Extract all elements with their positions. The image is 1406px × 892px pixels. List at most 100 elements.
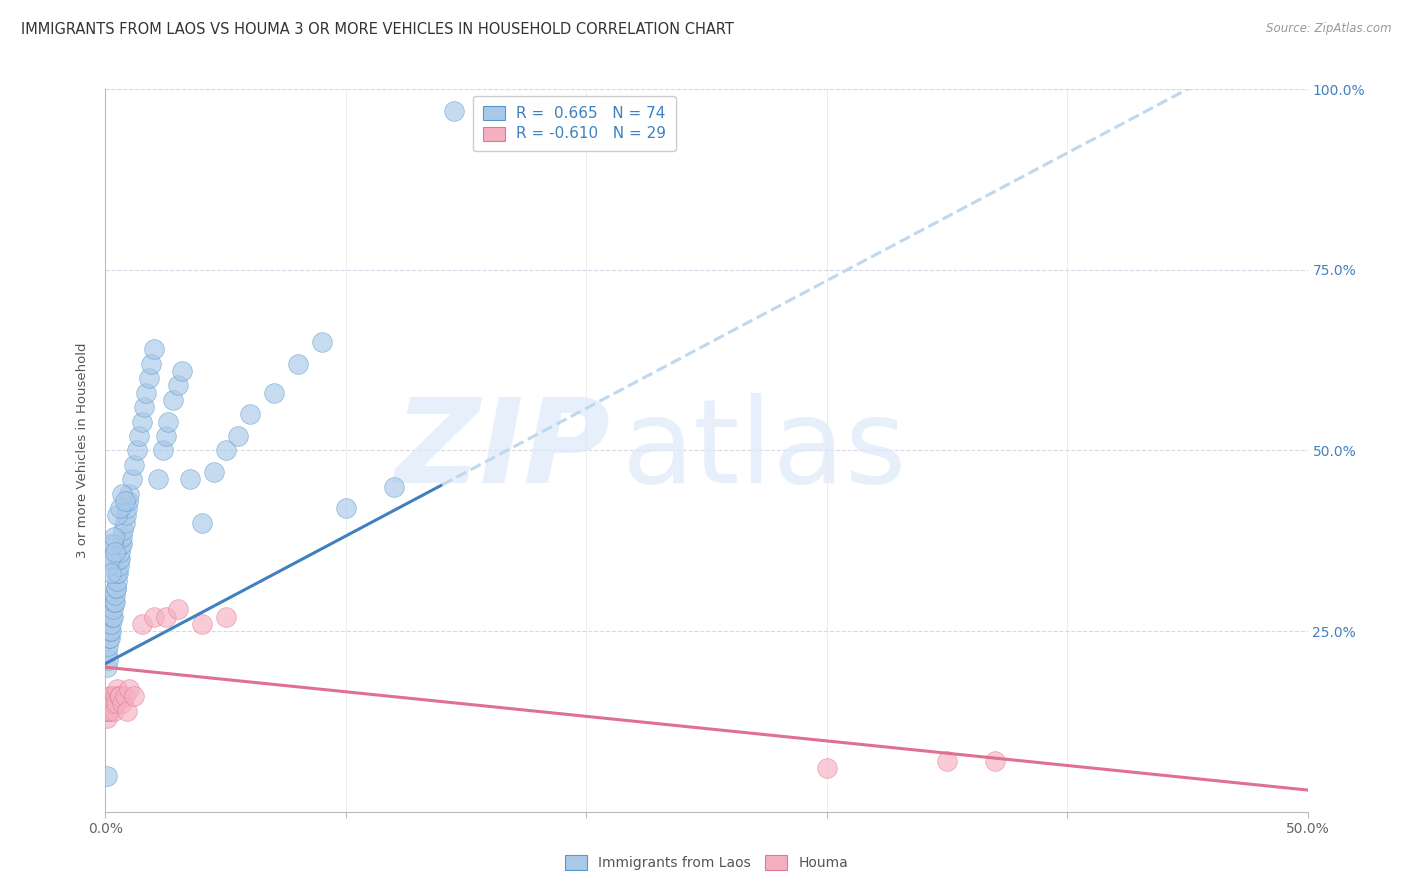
Point bbox=[108, 551, 131, 566]
Point bbox=[190, 616, 212, 631]
Point bbox=[104, 581, 127, 595]
Point bbox=[111, 537, 134, 551]
Point bbox=[142, 343, 165, 357]
Point bbox=[100, 616, 122, 631]
Point bbox=[108, 689, 131, 703]
Point bbox=[139, 357, 162, 371]
Point bbox=[121, 472, 143, 486]
Point bbox=[98, 689, 121, 703]
Point bbox=[172, 364, 194, 378]
Point bbox=[138, 371, 160, 385]
Point bbox=[107, 559, 129, 574]
Point bbox=[202, 465, 225, 479]
Text: atlas: atlas bbox=[623, 393, 908, 508]
Point bbox=[118, 681, 141, 696]
Text: Source: ZipAtlas.com: Source: ZipAtlas.com bbox=[1267, 22, 1392, 36]
Point bbox=[815, 761, 838, 775]
Point bbox=[97, 559, 120, 574]
Point bbox=[226, 429, 249, 443]
Point bbox=[382, 480, 405, 494]
Point bbox=[117, 494, 139, 508]
Point bbox=[104, 588, 127, 602]
Point bbox=[239, 407, 262, 421]
Point bbox=[114, 516, 136, 530]
Point bbox=[311, 334, 333, 349]
Point bbox=[125, 443, 148, 458]
Point bbox=[166, 378, 188, 392]
Point bbox=[155, 429, 177, 443]
Point bbox=[100, 566, 122, 581]
Point bbox=[96, 768, 118, 783]
Point bbox=[179, 472, 201, 486]
Point bbox=[142, 609, 165, 624]
Point bbox=[110, 544, 132, 558]
Point bbox=[936, 754, 959, 768]
Point bbox=[131, 415, 153, 429]
Point bbox=[105, 581, 128, 595]
Point bbox=[98, 704, 121, 718]
Point bbox=[443, 103, 465, 118]
Y-axis label: 3 or more Vehicles in Household: 3 or more Vehicles in Household bbox=[76, 343, 90, 558]
Point bbox=[98, 632, 121, 646]
Legend: Immigrants from Laos, Houma: Immigrants from Laos, Houma bbox=[558, 848, 855, 877]
Point bbox=[162, 392, 184, 407]
Point bbox=[98, 632, 121, 646]
Point bbox=[103, 704, 125, 718]
Point bbox=[96, 704, 118, 718]
Point bbox=[98, 696, 121, 710]
Point bbox=[148, 472, 170, 486]
Point bbox=[100, 689, 122, 703]
Point bbox=[263, 385, 285, 400]
Point bbox=[107, 566, 129, 581]
Point bbox=[115, 501, 138, 516]
Point bbox=[112, 523, 135, 537]
Point bbox=[111, 530, 134, 544]
Point bbox=[105, 696, 128, 710]
Point bbox=[214, 609, 236, 624]
Point bbox=[132, 400, 155, 414]
Point bbox=[101, 696, 124, 710]
Point bbox=[103, 530, 125, 544]
Text: ZIP: ZIP bbox=[394, 393, 610, 508]
Point bbox=[124, 689, 146, 703]
Point bbox=[104, 544, 127, 558]
Point bbox=[107, 681, 129, 696]
Point bbox=[96, 646, 118, 660]
Point bbox=[115, 704, 138, 718]
Point bbox=[335, 501, 357, 516]
Point bbox=[103, 595, 125, 609]
Point bbox=[115, 508, 138, 523]
Point bbox=[97, 653, 120, 667]
Point bbox=[101, 609, 124, 624]
Point bbox=[101, 602, 124, 616]
Point bbox=[124, 458, 146, 472]
Point bbox=[114, 494, 136, 508]
Point bbox=[166, 602, 188, 616]
Point bbox=[108, 551, 131, 566]
Text: IMMIGRANTS FROM LAOS VS HOUMA 3 OR MORE VEHICLES IN HOUSEHOLD CORRELATION CHART: IMMIGRANTS FROM LAOS VS HOUMA 3 OR MORE … bbox=[21, 22, 734, 37]
Point bbox=[97, 696, 120, 710]
Point bbox=[114, 689, 136, 703]
Point bbox=[96, 711, 118, 725]
Point bbox=[135, 385, 157, 400]
Point bbox=[984, 754, 1007, 768]
Point bbox=[97, 639, 120, 653]
Point bbox=[96, 660, 118, 674]
Point bbox=[100, 624, 122, 639]
Point bbox=[111, 696, 134, 710]
Point bbox=[105, 574, 128, 588]
Point bbox=[98, 537, 121, 551]
Point bbox=[98, 624, 121, 639]
Point bbox=[97, 704, 120, 718]
Point bbox=[156, 415, 179, 429]
Point bbox=[107, 689, 129, 703]
Point bbox=[118, 487, 141, 501]
Point bbox=[104, 689, 127, 703]
Point bbox=[101, 609, 124, 624]
Point bbox=[155, 609, 177, 624]
Point bbox=[110, 537, 132, 551]
Point bbox=[190, 516, 212, 530]
Point bbox=[107, 508, 129, 523]
Point bbox=[111, 487, 134, 501]
Point bbox=[101, 537, 124, 551]
